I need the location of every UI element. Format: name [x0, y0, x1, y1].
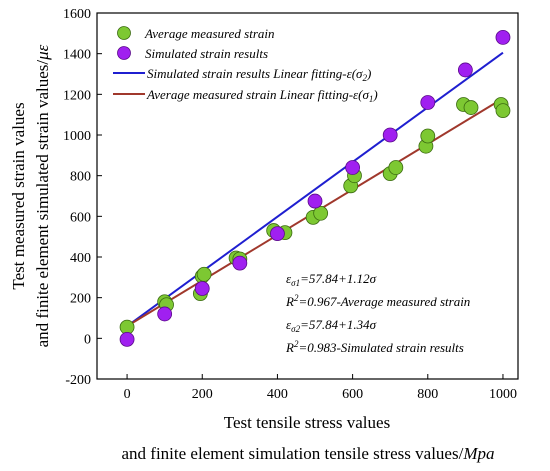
point-simulated [119, 331, 135, 347]
y-tick-label: 600 [70, 210, 91, 225]
legend: Average measured strain Simulated strain… [113, 26, 378, 104]
y-tick-label: 400 [70, 251, 91, 266]
x-axis-title-line1: Test tensile stress values [224, 413, 390, 432]
x-tick-label: 200 [192, 387, 213, 402]
point-average-measured [388, 160, 404, 175]
y-axis-title-line2: and finite element simulated strain valu… [33, 44, 52, 347]
x-tick-label: 600 [342, 387, 363, 402]
legend-label-simulated: Simulated strain results [145, 46, 268, 61]
point-simulated [307, 193, 323, 209]
point-simulated [457, 62, 473, 78]
y-tick-label: -200 [65, 373, 91, 388]
y-tick-label: 1400 [63, 48, 91, 63]
x-axis-title-line2: and finite element simulation tensile st… [122, 444, 495, 463]
legend-label-average: Average measured strain [144, 26, 275, 41]
point-simulated [157, 306, 173, 322]
y-tick-label: 1000 [63, 129, 91, 144]
plot-frame [96, 12, 519, 380]
fit-equations: εσ1=57.84+1.12σ R2=0.967-Average measure… [285, 271, 470, 355]
point-simulated [270, 226, 285, 242]
equation-average: εσ1=57.84+1.12σ [286, 271, 377, 288]
point-average-measured [420, 128, 436, 144]
point-simulated [420, 95, 436, 110]
point-simulated [495, 30, 511, 45]
y-tick-label: 800 [70, 170, 91, 185]
point-average-measured [196, 266, 212, 282]
point-average-measured [313, 205, 329, 221]
y-tick-label: 200 [70, 292, 91, 307]
y-tick-label: 1600 [63, 7, 91, 22]
point-simulated [382, 127, 398, 143]
equation-simulated: εσ2=57.84+1.34σ [286, 317, 377, 334]
legend-marker-simulated [117, 46, 131, 60]
point-average-measured [463, 100, 479, 115]
y-tick-label: 1200 [63, 88, 91, 103]
point-simulated [345, 160, 361, 175]
fit-line-simulated [126, 51, 504, 327]
point-average-measured [495, 103, 511, 118]
x-tick-label: 400 [267, 387, 288, 402]
legend-label-simulated-fit: Simulated strain results Linear fitting-… [147, 66, 371, 83]
legend-label-average-fit: Average measured strain Linear fitting-ε… [146, 87, 378, 104]
legend-marker-average [117, 26, 131, 40]
x-tick-label: 0 [124, 387, 131, 402]
axis-ticks: 0 200 400 600 800 1000 -200 0 200 400 600 800 1000 12… [63, 7, 517, 402]
y-tick-label: 0 [84, 332, 91, 347]
r2-simulated: R2=0.983-Simulated strain results [285, 339, 464, 355]
r2-average: R2=0.967-Average measured strain [285, 293, 470, 309]
point-simulated [232, 255, 248, 271]
y-axis-title-line1: Test measured strain values [9, 102, 28, 289]
data-points [119, 30, 511, 347]
x-tick-label: 1000 [489, 387, 517, 402]
point-simulated [194, 281, 210, 296]
x-tick-label: 800 [417, 387, 438, 402]
